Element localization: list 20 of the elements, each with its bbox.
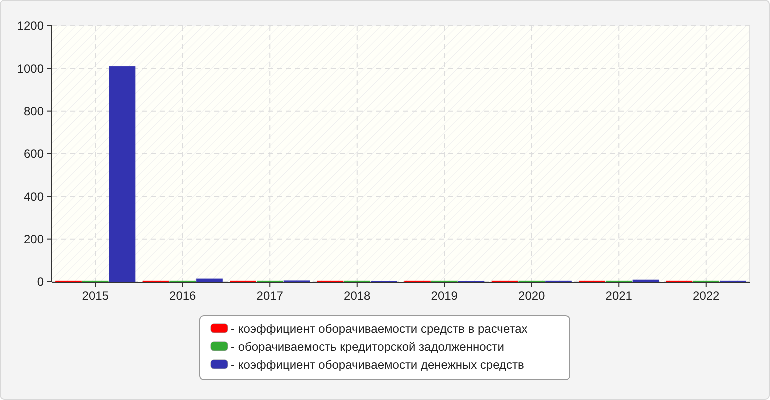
x-tick-label: 2018 [344,289,372,303]
y-tick-label: 600 [24,147,44,162]
x-tick-label: 2021 [606,289,633,303]
bar [109,66,136,282]
legend-label: - коэффициент оборачиваемости средств в расчетах [231,322,528,336]
legend-label: - оборачиваемость кредиторской задолженности [231,340,504,354]
bar [196,278,223,282]
x-tick-label: 2016 [170,289,197,303]
y-tick-label: 200 [24,232,44,247]
x-tick-label: 2022 [693,289,720,303]
y-tick-label: 0 [37,275,44,290]
y-tick-label: 1000 [17,62,44,76]
x-tick-label: 2019 [431,289,458,303]
legend-label: - коэффициент оборачиваемости денежных средств [231,358,524,372]
y-tick-label: 1200 [17,19,44,34]
x-tick-label: 2015 [82,289,110,303]
y-tick-label: 800 [24,104,44,119]
x-tick-label: 2020 [518,289,546,303]
y-tick-label: 400 [24,190,44,204]
x-tick-label: 2017 [256,289,284,303]
